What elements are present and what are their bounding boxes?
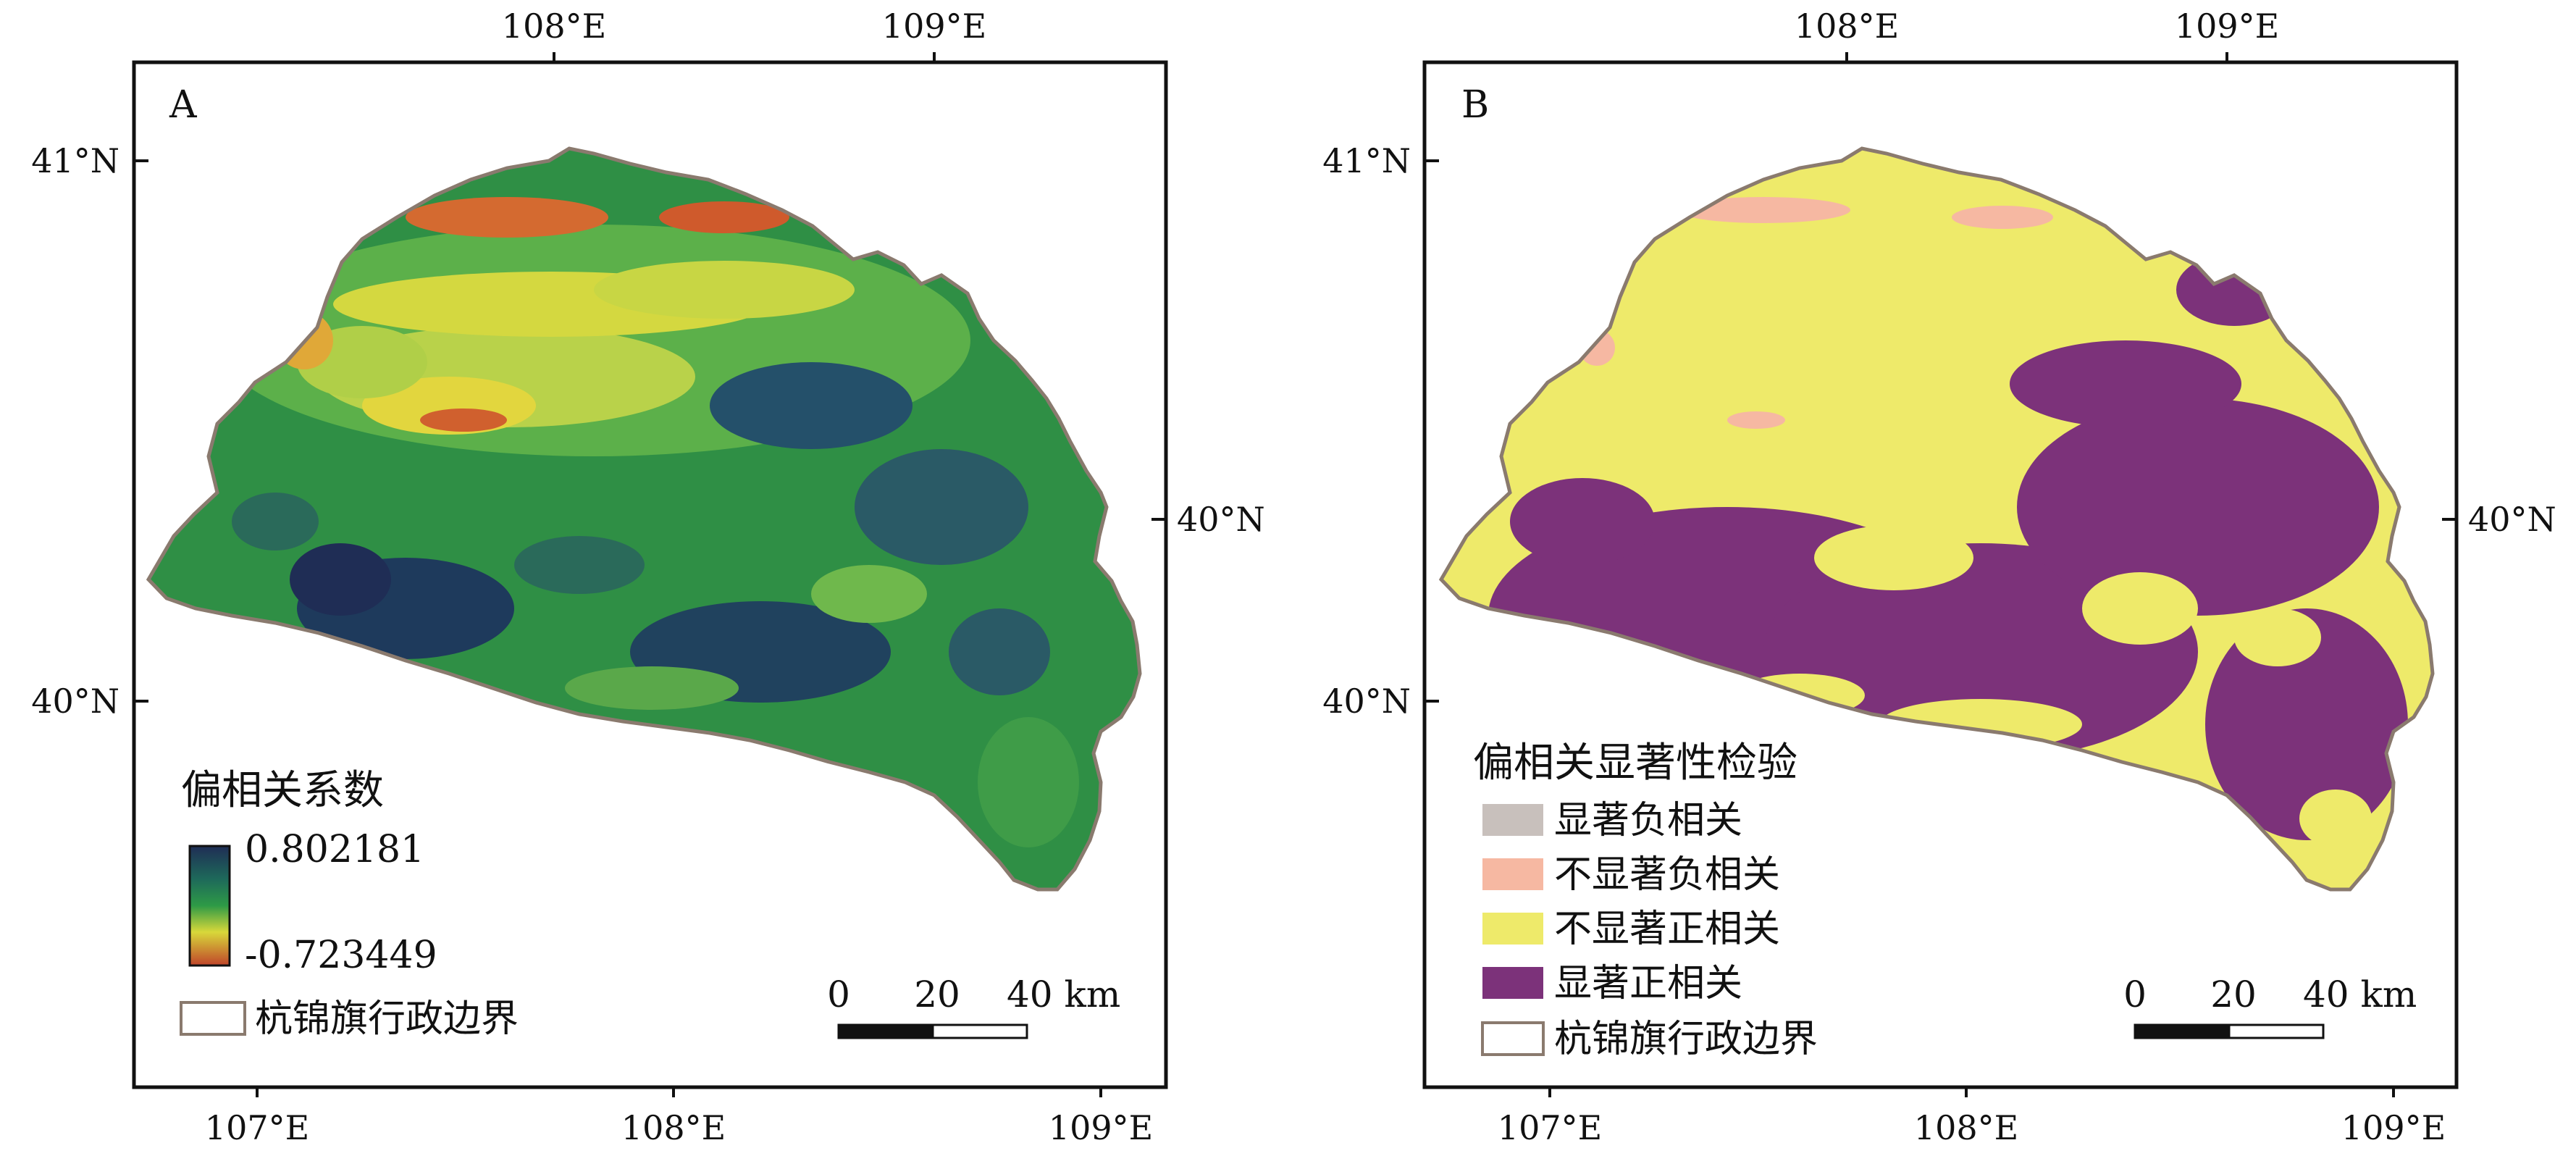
top-tick-108e-b: 108°E bbox=[1795, 7, 1899, 46]
panel-b-scale-bar: 0 20 40 km bbox=[2123, 973, 2417, 1039]
legend-swatch bbox=[1482, 913, 1543, 945]
bottom-tick-109e-a: 109°E bbox=[1049, 1108, 1153, 1147]
left-tick-40n-b: 40°N bbox=[1322, 682, 1411, 721]
panel-b: B bbox=[1322, 7, 2556, 1147]
top-tick-108e-a: 108°E bbox=[502, 7, 606, 46]
legend-item: 不显著正相关 bbox=[1482, 908, 1780, 951]
legend-item-label: 不显著正相关 bbox=[1554, 908, 1780, 951]
colorbar-max-label: 0.802181 bbox=[245, 828, 424, 871]
left-tick-41n-a: 41°N bbox=[31, 141, 119, 180]
panel-a-scale-bar: 0 20 40 km bbox=[827, 973, 1120, 1039]
right-tick-40n-b: 40°N bbox=[2468, 500, 2556, 539]
bottom-tick-108e-b: 108°E bbox=[1914, 1108, 2018, 1147]
colorbar-min-label: -0.723449 bbox=[245, 934, 437, 977]
legend-b-boundary-swatch bbox=[1481, 1021, 1545, 1056]
legend-swatch bbox=[1482, 804, 1543, 836]
bottom-tick-107e-a: 107°E bbox=[205, 1108, 309, 1147]
panel-a: A bbox=[31, 7, 1265, 1147]
panel-b-letter: B bbox=[1461, 83, 1489, 127]
legend-a-boundary-swatch bbox=[180, 1001, 246, 1036]
bottom-tick-108e-a: 108°E bbox=[621, 1108, 726, 1147]
legend-item-label: 显著正相关 bbox=[1554, 962, 1742, 1005]
bottom-tick-107e-b: 107°E bbox=[1498, 1108, 1602, 1147]
legend-swatch bbox=[1482, 967, 1543, 999]
scale-a-label-40: 40 km bbox=[1007, 973, 1120, 1015]
left-tick-40n-a: 40°N bbox=[31, 682, 119, 721]
legend-a-title: 偏相关系数 bbox=[181, 767, 384, 814]
legend-item: 显著正相关 bbox=[1482, 962, 1742, 1005]
scale-b-label-0: 0 bbox=[2123, 973, 2147, 1015]
legend-b-boundary-label: 杭锦旗行政边界 bbox=[1554, 1018, 1818, 1061]
legend-swatch bbox=[1482, 858, 1543, 890]
legend-b-title: 偏相关显著性检验 bbox=[1473, 740, 1797, 787]
scale-b-label-40: 40 km bbox=[2303, 973, 2417, 1015]
top-tick-109e-b: 109°E bbox=[2175, 7, 2279, 46]
panel-b-ticks bbox=[1425, 52, 2457, 1097]
panel-a-legend: 偏相关系数 0.802181 -0.723449 杭锦旗行政边界 bbox=[180, 767, 519, 1041]
legend-item: 不显著负相关 bbox=[1482, 853, 1780, 897]
panel-a-ticks bbox=[134, 52, 1166, 1097]
legend-item-label: 显著负相关 bbox=[1554, 799, 1742, 842]
right-tick-40n-a: 40°N bbox=[1177, 500, 1265, 539]
left-tick-41n-b: 41°N bbox=[1322, 141, 1411, 180]
scale-a-label-20: 20 bbox=[914, 973, 960, 1015]
legend-item: 显著负相关 bbox=[1482, 799, 1742, 842]
scale-b-label-20: 20 bbox=[2210, 973, 2257, 1015]
legend-item-label: 不显著负相关 bbox=[1554, 853, 1780, 897]
panel-b-legend: 偏相关显著性检验 显著负相关 不显著负相关 不显著正相关 显著正相关 杭锦旗行政… bbox=[1473, 740, 1818, 1061]
colorbar bbox=[188, 845, 231, 967]
bottom-tick-109e-b: 109°E bbox=[2341, 1108, 2446, 1147]
top-tick-109e-a: 109°E bbox=[882, 7, 986, 46]
legend-a-boundary-label: 杭锦旗行政边界 bbox=[255, 997, 519, 1041]
scale-a-label-0: 0 bbox=[827, 973, 850, 1015]
panel-a-letter: A bbox=[169, 83, 198, 127]
